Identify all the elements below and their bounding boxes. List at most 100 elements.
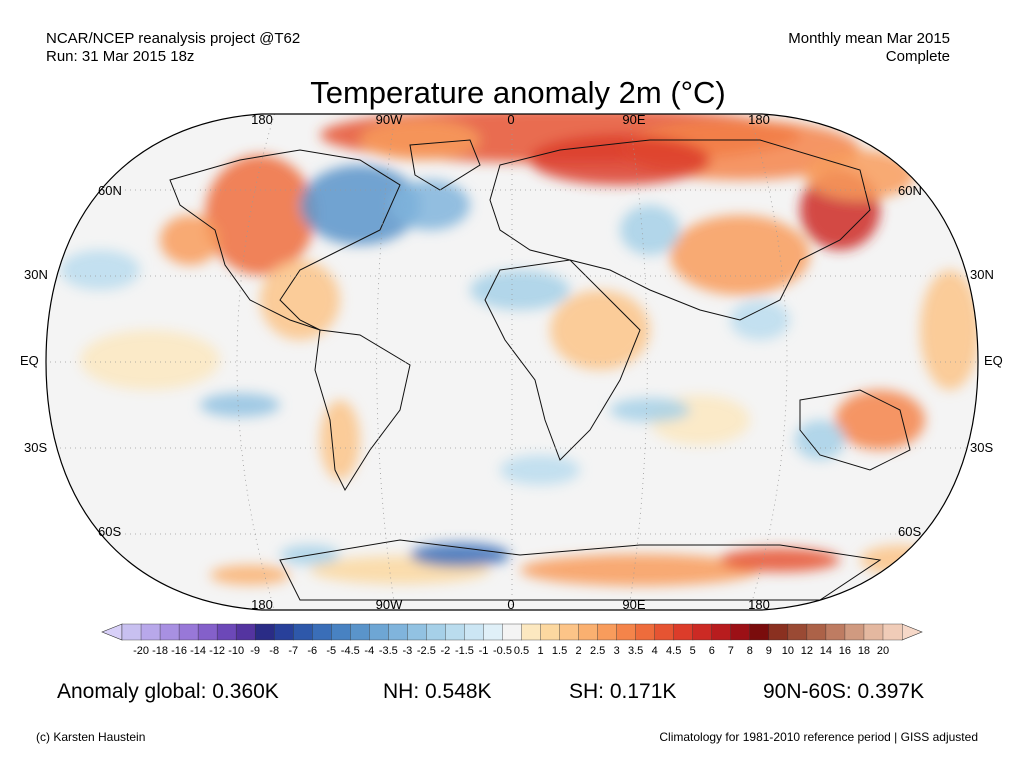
continent-outline-6 [279, 539, 882, 601]
lat-label-left-30n: 30N [24, 267, 48, 282]
continent-outline-0 [169, 149, 401, 331]
colorbar-swatch-29 [673, 623, 694, 641]
anomaly-region-25 [200, 393, 280, 417]
continent-outline-2 [314, 329, 411, 492]
lon-label-top-90e: 90E [622, 112, 646, 127]
colorbar-tick-label: 18 [857, 645, 871, 657]
anomaly-region-20 [860, 545, 940, 575]
colorbar-tick-label: 4 [651, 645, 658, 657]
colorbar-swatch-10 [312, 623, 332, 641]
lon-label-bottom-90w: 90W [375, 597, 403, 612]
colorbar-tick-label: -1 [478, 645, 489, 657]
colorbar-swatch-12 [350, 623, 370, 641]
colorbar-tick-label: 7 [727, 645, 734, 657]
colorbar-swatch-8 [273, 623, 294, 641]
colorbar-swatch-30 [692, 623, 713, 641]
anomaly-region-30 [795, 420, 845, 460]
colorbar-tick-label: 0.5 [513, 645, 530, 657]
colorbar-swatch-18 [464, 623, 484, 641]
continent-outline-4 [484, 259, 641, 461]
anomaly-region-13 [80, 330, 220, 390]
colorbar-swatch-32 [730, 623, 751, 641]
colorbar-left-tip [101, 623, 123, 641]
anomaly-region-32 [730, 300, 790, 340]
colorbar-swatch-3 [178, 623, 199, 641]
colorbar-tick-label: 12 [800, 645, 813, 657]
colorbar-swatch-25 [597, 623, 618, 641]
colorbar-tick-label: -14 [190, 645, 207, 657]
lat-label-left-30s: 30S [24, 440, 48, 455]
colorbar-swatch-23 [559, 623, 580, 641]
colorbar-tick-label: 3.5 [628, 645, 644, 657]
colorbar-tick-label: 20 [876, 645, 890, 657]
lon-label-top-0: 0 [507, 112, 515, 127]
colorbar-swatch-19 [483, 623, 503, 641]
lon-label-bottom-0: 0 [507, 597, 515, 612]
colorbar-tick-label: -7 [288, 645, 299, 657]
colorbar-tick-label: -10 [228, 645, 245, 657]
anomaly-field [60, 114, 978, 586]
anomaly-region-5 [160, 215, 220, 265]
colorbar-swatch-38 [844, 623, 865, 641]
colorbar-tick-label: -20 [133, 645, 149, 657]
lon-label-top-90w: 90W [375, 112, 403, 127]
colorbar-swatch-14 [388, 623, 408, 641]
colorbar-swatch-20 [502, 623, 523, 641]
lat-label-right-eq: EQ [984, 353, 1003, 368]
colorbar [101, 623, 923, 641]
credit-label: (c) Karsten Haustein [36, 730, 146, 744]
lat-label-left-eq: EQ [20, 353, 39, 368]
colorbar-tick-label: 8 [746, 645, 753, 657]
anomaly-region-26 [610, 398, 690, 422]
colorbar-swatch-34 [768, 623, 789, 641]
anomaly-region-28 [410, 543, 510, 567]
colorbar-tick-label: -16 [171, 645, 188, 657]
colorbar-tick-label: -0.5 [493, 645, 512, 657]
continent-outline-1 [409, 139, 481, 191]
colorbar-labels: -20 -18 -16 -14 -12 -10 -9 -8 -7 -6 -5 -4.5 -4 -3.5 -3… [0, 645, 1024, 661]
anomaly-region-9 [260, 260, 340, 340]
lon-label-top-180w: 180 [251, 112, 273, 127]
continent-outlines [169, 139, 911, 601]
colorbar-swatch-22 [540, 623, 561, 641]
lon-label-bottom-90e: 90E [622, 597, 646, 612]
colorbar-swatch-21 [521, 623, 542, 641]
anomaly-region-17 [520, 554, 760, 586]
anomaly-region-23 [620, 205, 680, 255]
colorbar-tick-label: 5 [689, 645, 696, 657]
colorbar-swatch-40 [882, 623, 903, 641]
colorbar-tick-label: -2 [440, 645, 451, 657]
colorbar-tick-label: -6 [307, 645, 318, 657]
colorbar-tick-label: 14 [819, 645, 833, 657]
colorbar-swatch-15 [407, 623, 427, 641]
colorbar-swatch-1 [140, 623, 161, 641]
colorbar-swatch-37 [825, 623, 846, 641]
anomaly-region-12 [320, 400, 360, 480]
anomaly-region-18 [720, 548, 840, 572]
sh-anomaly: SH: 0.171K [569, 680, 677, 703]
anomaly-region-14 [920, 270, 978, 390]
globe [45, 113, 979, 611]
graticule [46, 114, 978, 610]
period-label: Monthly mean Mar 2015 [788, 30, 950, 47]
lat-label-right-30n: 30N [970, 267, 994, 282]
colorbar-swatch-0 [121, 623, 142, 641]
colorbar-tick-label: -9 [250, 645, 261, 657]
anomaly-region-21 [300, 165, 420, 245]
colorbar-tick-label: -18 [152, 645, 168, 657]
colorbar-tick-label: 9 [765, 645, 772, 657]
colorbar-tick-label: 3 [613, 645, 620, 657]
colorbar-swatch-2 [159, 623, 180, 641]
anomaly-region-27 [500, 455, 580, 485]
colorbar-swatch-26 [616, 623, 637, 641]
colorbar-tick-label: -4.5 [340, 645, 360, 657]
colorbar-swatch-11 [331, 623, 351, 641]
global-anomaly: Anomaly global: 0.360K [57, 680, 279, 703]
anomaly-region-2 [360, 120, 480, 160]
nh-anomaly: NH: 0.548K [383, 680, 492, 703]
lat-label-left-60n: 60N [98, 183, 122, 198]
anomaly-region-6 [670, 215, 810, 295]
graticule-lon-4 [749, 114, 788, 610]
colorbar-tick-label: 4.5 [666, 645, 682, 657]
